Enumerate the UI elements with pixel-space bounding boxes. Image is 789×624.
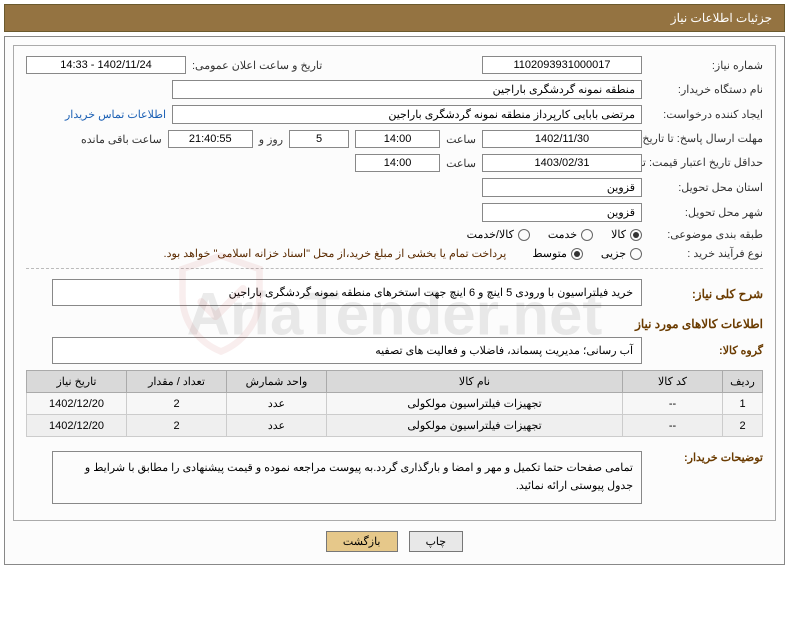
process-radios: جزیی متوسط [532, 247, 642, 260]
th-name: نام کالا [327, 371, 623, 393]
group-label: گروه کالا: [648, 344, 763, 357]
page-header: جزئیات اطلاعات نیاز [4, 4, 785, 32]
items-heading: اطلاعات کالاهای مورد نیاز [26, 317, 763, 331]
items-table: ردیف کد کالا نام کالا واحد شمارش تعداد /… [26, 370, 763, 437]
time-label-2: ساعت [446, 157, 476, 170]
button-row: چاپ بازگشت [13, 521, 776, 556]
process-label: نوع فرآیند خرید : [648, 247, 763, 260]
print-button[interactable]: چاپ [409, 531, 464, 552]
need-no-label: شماره نیاز: [648, 59, 763, 72]
radio-medium[interactable]: متوسط [532, 247, 583, 260]
time-left-suffix: ساعت باقی مانده [81, 133, 162, 146]
validity-label: حداقل تاریخ اعتبار قیمت: تا تاریخ: [648, 156, 763, 170]
summary-label: شرح کلی نیاز: [648, 287, 763, 301]
back-button[interactable]: بازگشت [326, 531, 398, 552]
table-row: 2 -- تجهیزات فیلتراسیون مولکولی عدد 2 14… [27, 415, 763, 437]
contact-link[interactable]: اطلاعات تماس خریدار [65, 108, 166, 121]
th-date: تاریخ نیاز [27, 371, 127, 393]
days-count: 5 [289, 130, 349, 148]
need-no-value: 1102093931000017 [482, 56, 642, 74]
radio-dot-icon [518, 229, 530, 241]
radio-dot-icon [571, 248, 583, 260]
radio-dot-icon [581, 229, 593, 241]
province-label: استان محل تحویل: [648, 181, 763, 194]
table-row: 1 -- تجهیزات فیلتراسیون مولکولی عدد 2 14… [27, 393, 763, 415]
form-panel: شماره نیاز: 1102093931000017 تاریخ و ساع… [13, 45, 776, 521]
time-label-1: ساعت [446, 133, 476, 146]
page-title: جزئیات اطلاعات نیاز [671, 11, 772, 25]
summary-box: خرید فیلتراسیون با ورودی 5 اینچ و 6 اینچ… [52, 279, 642, 306]
validity-date: 1403/02/31 [482, 154, 642, 172]
category-radios: کالا خدمت کالا/خدمت [467, 228, 642, 241]
province-value: قزوین [482, 178, 642, 197]
outer-frame: شماره نیاز: 1102093931000017 تاریخ و ساع… [4, 36, 785, 565]
radio-service[interactable]: خدمت [548, 228, 593, 241]
validity-time: 14:00 [355, 154, 440, 172]
th-row: ردیف [723, 371, 763, 393]
buyer-notes-label: توضیحات خریدار: [648, 445, 763, 464]
deadline-label: مهلت ارسال پاسخ: تا تاریخ: [648, 132, 763, 146]
buyer-notes-box: تمامی صفحات حتما تکمیل و مهر و امضا و با… [52, 451, 642, 504]
buyer-org-value: منطقه نمونه گردشگری باراجین [172, 80, 642, 99]
th-qty: تعداد / مقدار [127, 371, 227, 393]
category-label: طبقه بندی موضوعی: [648, 228, 763, 241]
city-value: قزوین [482, 203, 642, 222]
buyer-org-label: نام دستگاه خریدار: [648, 83, 763, 96]
deadline-time: 14:00 [355, 130, 440, 148]
th-code: کد کالا [623, 371, 723, 393]
group-box: آب رسانی؛ مدیریت پسماند، فاضلاب و فعالیت… [52, 337, 642, 364]
requester-value: مرتضی بابایی کارپرداز منطقه نمونه گردشگر… [172, 105, 642, 124]
city-label: شهر محل تحویل: [648, 206, 763, 219]
payment-note: پرداخت تمام یا بخشی از مبلغ خرید،از محل … [164, 247, 507, 260]
radio-dot-icon [630, 248, 642, 260]
radio-partial[interactable]: جزیی [601, 247, 642, 260]
announce-label: تاریخ و ساعت اعلان عمومی: [192, 59, 322, 72]
radio-dot-icon [630, 229, 642, 241]
announce-value: 1402/11/24 - 14:33 [26, 56, 186, 74]
radio-goods[interactable]: کالا [611, 228, 642, 241]
th-unit: واحد شمارش [227, 371, 327, 393]
requester-label: ایجاد کننده درخواست: [648, 108, 763, 121]
time-left: 21:40:55 [168, 130, 253, 148]
deadline-date: 1402/11/30 [482, 130, 642, 148]
days-suffix: روز و [259, 133, 283, 146]
radio-both[interactable]: کالا/خدمت [467, 228, 530, 241]
